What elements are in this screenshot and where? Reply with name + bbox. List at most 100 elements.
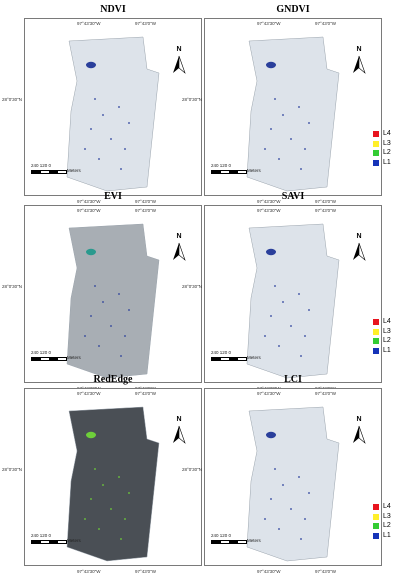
- north-label: N: [176, 233, 182, 240]
- panel-title: GNDVI: [276, 4, 310, 15]
- field-boundary: [66, 36, 160, 192]
- legend-label: L2: [383, 149, 391, 156]
- field-raster-map: [246, 36, 340, 192]
- scale-unit: Meters: [247, 538, 261, 543]
- pixel-speck: [110, 508, 112, 510]
- pixel-speck: [102, 114, 104, 116]
- arrow-icon: [353, 242, 366, 261]
- pixel-speck: [90, 498, 92, 500]
- legend-item: L3: [373, 328, 407, 338]
- legend-item: L4: [373, 130, 407, 140]
- legend-swatch: [373, 338, 379, 344]
- pixel-speck: [120, 168, 122, 170]
- pixel-speck: [118, 293, 120, 295]
- scale-bar: 240 120 0 Meters: [211, 533, 271, 547]
- longitude-label-west-bottom: 97°43'30"W: [257, 199, 281, 204]
- arrow-icon: [173, 55, 186, 74]
- pixel-speck: [264, 148, 266, 150]
- legend-swatch: [373, 532, 379, 539]
- pixel-speck: [274, 285, 276, 287]
- legend-label: L3: [383, 512, 391, 520]
- latitude-label: 28°0'30"N: [2, 97, 23, 102]
- legend-label: L4: [383, 318, 391, 325]
- field-raster-map: [66, 36, 160, 192]
- legend-item: L3: [373, 513, 407, 523]
- scale-bar: 240 120 0 Meters: [31, 163, 91, 177]
- pixel-speck: [308, 309, 310, 311]
- pixel-speck: [304, 335, 306, 337]
- legend-label: L1: [383, 158, 391, 166]
- field-raster-map: [246, 223, 340, 379]
- legend-label: L1: [383, 531, 391, 539]
- legend-label: L1: [383, 346, 391, 354]
- latitude-label: 28°0'30"N: [2, 284, 23, 289]
- pixel-speck: [94, 285, 96, 287]
- map-panel-gndvi: GNDVI 97°43'30"W 97°43'0"W 97°43'30"W 97°43'…: [182, 4, 382, 204]
- scale-numbers: 240 120 0: [31, 163, 52, 168]
- legend-swatch: [373, 513, 379, 520]
- pixel-speck: [278, 528, 280, 530]
- pixel-speck: [290, 325, 292, 327]
- pixel-speck: [98, 158, 100, 160]
- scale-numbers: 240 120 0: [211, 350, 232, 355]
- legend: L4 L3 L2 L1: [373, 130, 407, 168]
- pixel-speck: [94, 98, 96, 100]
- pixel-speck: [308, 492, 310, 494]
- legend-label: L2: [383, 522, 391, 529]
- latitude-label: 28°0'30"N: [182, 284, 203, 289]
- longitude-label-west-bottom: 97°43'30"W: [77, 569, 101, 574]
- scale-unit: Meters: [67, 168, 81, 173]
- north-label: N: [176, 46, 182, 53]
- pixel-speck: [304, 518, 306, 520]
- legend-swatch: [373, 328, 379, 335]
- scale-numbers: 240 120 0: [31, 350, 52, 355]
- scale-bar-graphic: [211, 170, 247, 174]
- scale-bar: 240 120 0 Meters: [211, 350, 271, 364]
- north-label: N: [356, 233, 362, 240]
- map-panel-lci: LCI 97°43'30"W 97°43'0"W 97°43'30"W 97°43'0"…: [182, 374, 382, 574]
- pixel-speck: [270, 128, 272, 130]
- legend-swatch: [373, 523, 379, 529]
- pixel-speck: [300, 538, 302, 540]
- longitude-label-east: 97°43'0"W: [315, 208, 337, 213]
- arrow-icon: [173, 242, 186, 261]
- panel-title: RedEdge: [93, 374, 133, 385]
- north-label: N: [176, 416, 182, 423]
- highlight-cluster: [86, 248, 96, 256]
- north-arrow-icon: N: [171, 416, 187, 445]
- pixel-speck: [290, 508, 292, 510]
- legend-item: L4: [373, 503, 407, 513]
- legend-item: L1: [373, 347, 407, 357]
- latitude-label: 28°0'30"N: [182, 467, 203, 472]
- legend-swatch: [373, 140, 379, 147]
- pixel-speck: [124, 148, 126, 150]
- pixel-speck: [128, 122, 130, 124]
- longitude-label-east-bottom: 97°43'0"W: [135, 569, 157, 574]
- pixel-speck: [264, 518, 266, 520]
- pixel-speck: [308, 122, 310, 124]
- north-arrow-icon: N: [171, 46, 187, 75]
- pixel-speck: [84, 518, 86, 520]
- legend-item: L2: [373, 522, 407, 532]
- scale-numbers: 240 120 0: [211, 163, 232, 168]
- pixel-speck: [128, 309, 130, 311]
- longitude-label-west: 97°43'30"W: [77, 21, 101, 26]
- north-label: N: [356, 416, 362, 423]
- pixel-speck: [278, 345, 280, 347]
- pixel-speck: [264, 335, 266, 337]
- legend-swatch: [373, 150, 379, 156]
- scale-unit: Meters: [67, 538, 81, 543]
- longitude-label-west: 97°43'30"W: [257, 21, 281, 26]
- highlight-cluster: [266, 248, 276, 256]
- legend-swatch: [373, 159, 379, 166]
- legend-swatch: [373, 131, 379, 137]
- pixel-speck: [298, 476, 300, 478]
- latitude-label: 28°0'30"N: [2, 467, 23, 472]
- scale-bar-graphic: [211, 540, 247, 544]
- scale-bar-graphic: [31, 357, 67, 361]
- pixel-speck: [304, 148, 306, 150]
- pixel-speck: [124, 335, 126, 337]
- arrow-icon: [353, 55, 366, 74]
- pixel-speck: [84, 335, 86, 337]
- legend-label: L2: [383, 337, 391, 344]
